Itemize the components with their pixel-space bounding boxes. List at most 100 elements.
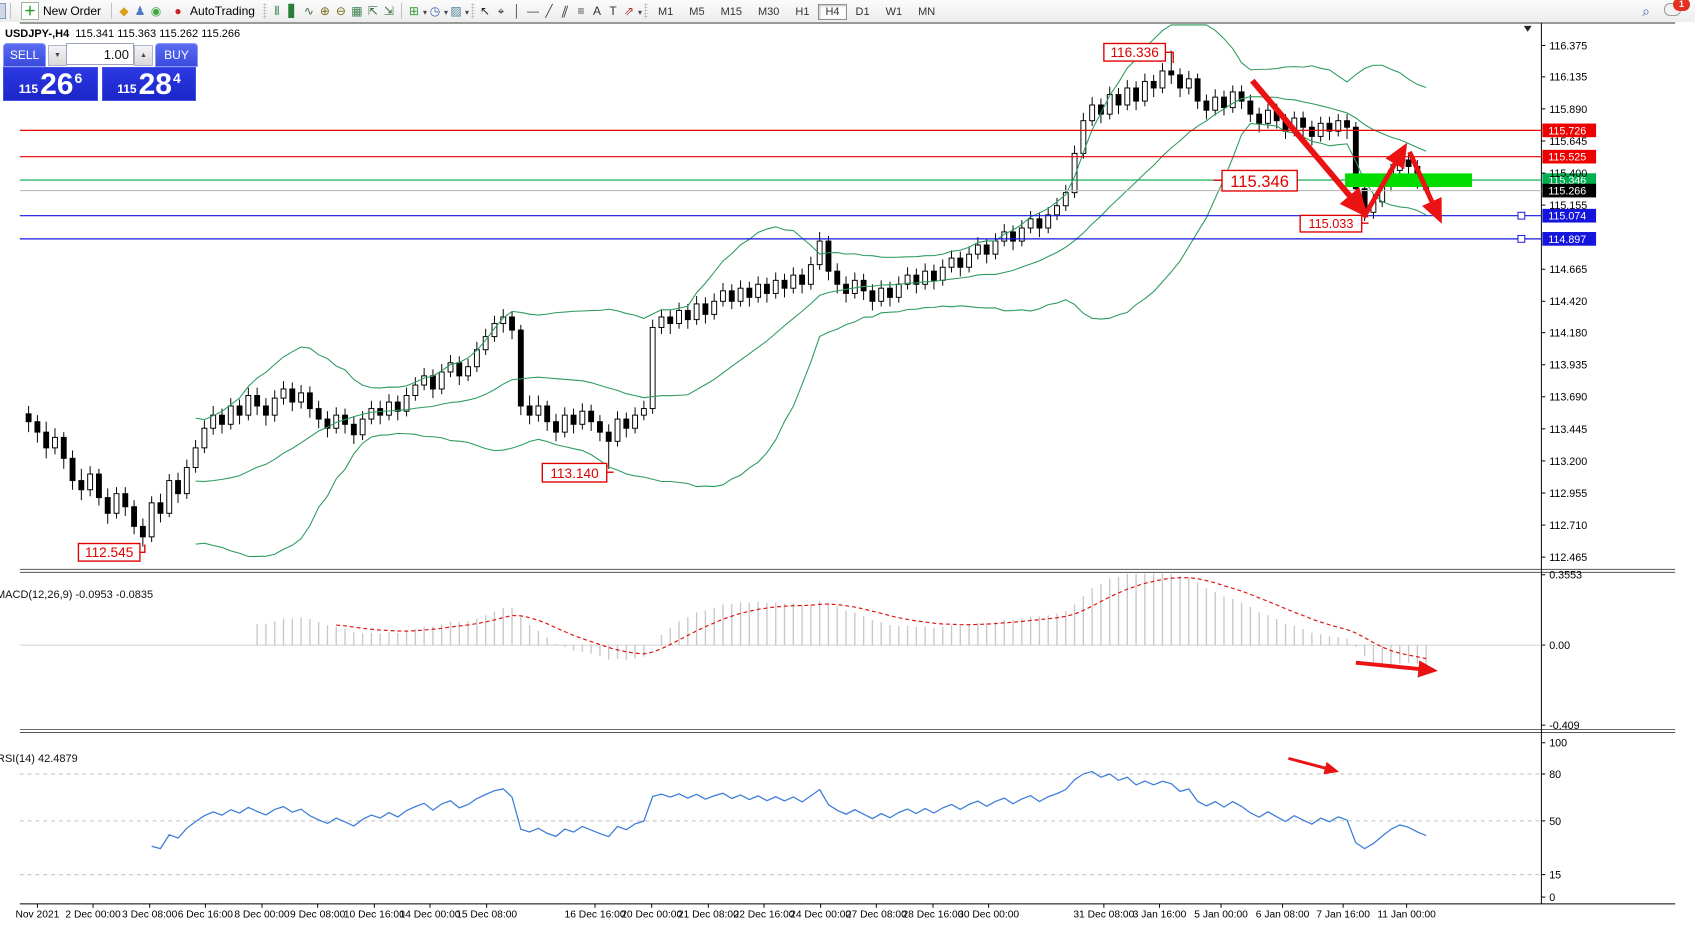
auto-arrange-icon[interactable]: ⇱ — [367, 4, 378, 18]
crosshair-icon[interactable]: ⌖ — [497, 4, 505, 18]
candle — [887, 287, 893, 298]
toolbar-separator — [111, 3, 113, 19]
price-tick-label: 114.420 — [1549, 296, 1587, 308]
time-tick-label: 3 Dec 08:00 — [122, 910, 178, 921]
periodicity-icon-dropdown[interactable]: ▾ — [443, 8, 448, 17]
template-icon-dropdown[interactable]: ▾ — [464, 8, 469, 17]
zoom-in-icon[interactable]: ⊕ — [319, 4, 330, 18]
candle — [799, 274, 806, 285]
candle — [966, 253, 973, 268]
candle — [992, 240, 999, 255]
candle — [210, 414, 217, 429]
text-icon[interactable]: A — [592, 4, 601, 18]
signals-icon[interactable]: ◉ — [150, 4, 162, 18]
sell-button[interactable]: SELL — [3, 43, 46, 67]
timeframe-h1[interactable]: H1 — [795, 6, 810, 18]
notifications-button[interactable]: 1 — [1664, 0, 1690, 19]
template-icon[interactable]: ▨ — [450, 4, 462, 18]
new-chart-icon[interactable]: ⊞ — [408, 4, 419, 18]
candle — [1168, 70, 1175, 76]
fibonacci-icon[interactable]: ≡ — [577, 4, 585, 18]
rsi-tick-label: 0 — [1549, 892, 1555, 904]
annotation-arrow-1[interactable] — [1361, 142, 1408, 219]
periodicity-icon[interactable]: ◷ — [429, 4, 441, 18]
candle — [658, 316, 665, 328]
zoom-out-icon[interactable]: ⊖ — [335, 4, 346, 18]
timeframe-m15[interactable]: M15 — [720, 6, 742, 18]
volume-decrease-button[interactable]: ▼ — [48, 45, 67, 66]
buy-price-button[interactable]: 115 28 4 — [102, 67, 196, 101]
timeframe-m1[interactable]: M1 — [658, 6, 674, 18]
highlight-zone-bar[interactable] — [1345, 173, 1473, 188]
rsi-tick-label: 100 — [1549, 738, 1567, 750]
candle — [403, 395, 410, 412]
new-order-button[interactable]: ＋ New Order — [15, 0, 107, 22]
callout-box[interactable] — [1103, 42, 1167, 62]
buy-button[interactable]: BUY — [155, 43, 198, 67]
level-line-handle[interactable] — [1517, 234, 1526, 243]
new-chart-icon-dropdown[interactable]: ▾ — [422, 8, 427, 17]
chart-window[interactable]: 115.726 115.525 115.346 115.266 115.074 114.8… — [0, 22, 1695, 941]
candle — [271, 397, 278, 416]
buy-price-big: 28 — [138, 68, 172, 101]
candle — [728, 290, 735, 302]
autotrading-button[interactable]: ● AutoTrading — [164, 1, 261, 21]
candlestick-chart-icon[interactable]: ▋ — [288, 4, 298, 18]
callout-box[interactable] — [1221, 169, 1298, 192]
bar-chart-icon[interactable]: ⫴ — [274, 4, 280, 18]
arrows-icon[interactable]: ⇗ — [623, 4, 635, 18]
horizontal-line-icon[interactable]: — — [527, 4, 539, 18]
annotation-arrow-4[interactable] — [1288, 756, 1340, 775]
timeframe-h4[interactable]: H4 — [818, 4, 847, 20]
chart-shift-icon[interactable]: ⇲ — [383, 4, 394, 18]
macd-tick-label: 0.3553 — [1549, 570, 1582, 582]
cursor-icon[interactable]: ↖ — [479, 4, 491, 18]
time-tick-label: 14 Dec 00:00 — [400, 910, 461, 921]
annotation-arrow-0[interactable] — [1250, 78, 1369, 218]
timeframe-mn[interactable]: MN — [918, 6, 936, 18]
candle — [183, 466, 190, 495]
candle — [676, 309, 682, 325]
annotation-arrow-3[interactable] — [1355, 660, 1438, 678]
candle — [667, 316, 674, 325]
vertical-line-icon[interactable]: │ — [513, 4, 521, 18]
charts-stack-icon[interactable]: ◆ — [119, 4, 129, 18]
search-icon[interactable]: ⌕ — [1642, 3, 1650, 19]
candle — [236, 405, 243, 416]
arrows-icon-dropdown[interactable]: ▾ — [638, 8, 643, 17]
candle — [737, 287, 744, 302]
bollinger-upper-band — [195, 24, 1427, 421]
candle — [280, 388, 287, 399]
price-tick-label: 113.445 — [1549, 424, 1587, 436]
candle — [1115, 94, 1122, 106]
timeframe-w1[interactable]: W1 — [885, 6, 903, 18]
volume-increase-button[interactable]: ▲ — [134, 45, 153, 66]
trendline-icon[interactable]: ╱ — [545, 4, 553, 18]
price-chart-canvas[interactable]: 115.726115.525115.346115.266115.074114.8… — [0, 22, 1695, 941]
callout-box[interactable] — [77, 542, 141, 562]
timeframe-d1[interactable]: D1 — [855, 6, 870, 18]
line-chart-icon[interactable]: ∿ — [303, 4, 314, 18]
candle — [1203, 100, 1210, 111]
candle — [869, 290, 876, 302]
axis-price-flag-text: 115.726 — [1548, 125, 1586, 137]
candle — [544, 405, 551, 423]
candle — [1344, 120, 1350, 128]
callout-box[interactable] — [1299, 214, 1363, 233]
candle — [1036, 218, 1043, 229]
sell-price-button[interactable]: 115 26 6 — [3, 67, 98, 101]
time-tick-label: 8 Dec 00:00 — [234, 910, 290, 921]
candle — [245, 395, 252, 416]
candle — [957, 257, 964, 268]
tile-windows-icon[interactable]: ▦ — [351, 4, 363, 18]
callout-box[interactable] — [541, 462, 608, 483]
timeframe-m5[interactable]: M5 — [689, 6, 705, 18]
candle — [113, 493, 120, 514]
timeframe-m30[interactable]: M30 — [757, 6, 780, 18]
price-tick-label: 114.180 — [1549, 328, 1587, 340]
volume-input[interactable]: 1.00 — [66, 43, 134, 65]
annotation-arrow-2[interactable] — [1407, 150, 1443, 224]
level-line-handle[interactable] — [1517, 211, 1526, 220]
text-label-icon[interactable]: T — [609, 4, 617, 18]
experts-icon[interactable]: ♟ — [134, 4, 146, 18]
